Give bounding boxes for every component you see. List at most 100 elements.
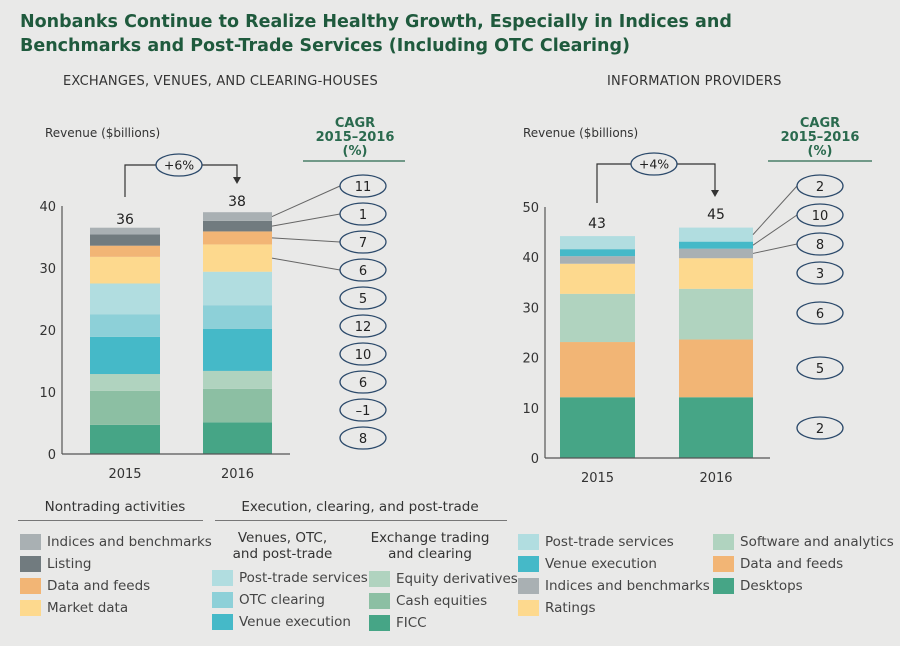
cagr-connector — [752, 214, 798, 246]
cagr-badge — [339, 258, 387, 282]
bar-segment-market-data-2015 — [90, 256, 160, 284]
cagr-connector — [271, 213, 341, 227]
legend-label: OTC clearing — [239, 592, 325, 608]
cagr-connector — [271, 257, 341, 271]
cagr-header: 2015–2016 — [781, 130, 860, 145]
legend-label: Software and analytics — [740, 534, 894, 550]
legend-swatch — [518, 600, 539, 616]
legend-swatch — [518, 534, 539, 550]
cagr-badge — [796, 203, 844, 227]
cagr-header: CAGR — [800, 116, 840, 131]
x-tick-label: 2016 — [699, 471, 732, 486]
cagr-value: 1 — [359, 208, 367, 223]
legend-swatch — [212, 614, 233, 630]
bar-segment-data-and-feeds-2015 — [560, 342, 635, 398]
bar-segment-listing-2016 — [203, 220, 272, 232]
y-tick-label: 10 — [522, 402, 539, 417]
cagr-value: 2 — [816, 422, 824, 437]
y-tick-label: 20 — [522, 352, 539, 367]
cagr-value: 10 — [355, 348, 372, 363]
legend-swatch — [369, 593, 390, 609]
cagr-badge — [796, 416, 844, 440]
legend-label: Listing — [47, 556, 92, 572]
legend-label: Data and feeds — [740, 556, 844, 572]
legend-group-execution: Execution, clearing, and post-trade — [241, 499, 479, 515]
cagr-value: 6 — [816, 307, 824, 322]
cagr-header: CAGR — [335, 116, 375, 131]
cagr-connector — [752, 185, 798, 235]
bar-segment-data-and-feeds-2016 — [679, 339, 753, 398]
right-chart-title: INFORMATION PROVIDERS — [607, 74, 782, 89]
cagr-badge — [339, 174, 387, 198]
legend-label: Post-trade services — [239, 570, 368, 586]
cagr-header: (%) — [808, 144, 833, 159]
legend-label: Equity derivatives — [396, 571, 518, 587]
y-axis-label: Revenue ($billions) — [523, 126, 638, 140]
legend-info-col2: Software and analytics Data and feeds Desk… — [713, 531, 894, 597]
legend-item: Post-trade services — [212, 567, 368, 589]
legend-item: Ratings — [518, 597, 710, 619]
y-tick-label: 30 — [39, 262, 56, 277]
bar-segment-software-and-analytics-2016 — [679, 288, 753, 340]
cagr-badge — [796, 356, 844, 380]
bar-segment-listing-2015 — [90, 234, 160, 246]
legend-venues: Post-trade services OTC clearing Venue exe… — [212, 567, 368, 633]
bar-segment-indices-and-benchmarks-2015 — [560, 256, 635, 264]
legend-item: Equity derivatives — [369, 568, 518, 590]
cagr-value: 6 — [359, 264, 367, 279]
cagr-value: 6 — [359, 376, 367, 391]
cagr-value: 5 — [816, 362, 824, 377]
cagr-badge — [339, 286, 387, 310]
bar-total-label: 45 — [707, 207, 725, 223]
growth-label: +6% — [164, 158, 194, 173]
legend-rule — [215, 520, 507, 521]
cagr-badge — [339, 370, 387, 394]
left-chart-title: EXCHANGES, VENUES, AND CLEARING-HOUSES — [63, 74, 378, 89]
legend-label: Data and feeds — [47, 578, 151, 594]
legend-nontrading: Indices and benchmarks Listing Data and fe… — [20, 531, 212, 619]
legend-item: Indices and benchmarks — [20, 531, 212, 553]
cagr-value: 3 — [816, 267, 824, 282]
y-tick-label: 50 — [522, 201, 539, 216]
legend-item: Desktops — [713, 575, 894, 597]
y-tick-label: 0 — [48, 448, 56, 463]
bar-segment-cash-equities-2015 — [90, 390, 160, 425]
growth-badge — [155, 153, 203, 177]
cagr-value: 12 — [355, 320, 372, 335]
bar-total-label: 38 — [228, 194, 246, 210]
cagr-badge — [796, 174, 844, 198]
legend-label: Cash equities — [396, 593, 488, 609]
cagr-header: (%) — [343, 144, 368, 159]
cagr-badge — [796, 232, 844, 256]
bar-segment-equity-derivatives-2016 — [203, 370, 272, 389]
legend-swatch — [20, 578, 41, 594]
legend-swatch — [212, 592, 233, 608]
bar-segment-ficc-2016 — [203, 422, 272, 454]
legend-label: Indices and benchmarks — [545, 578, 710, 594]
cagr-connector — [271, 185, 341, 217]
legend-info-col1: Post-trade services Venue execution Indice… — [518, 531, 710, 619]
legend-swatch — [713, 578, 734, 594]
legend-label: Ratings — [545, 600, 596, 616]
y-tick-label: 30 — [522, 301, 539, 316]
legend-item: Venue execution — [518, 553, 710, 575]
bar-segment-indices-and-benchmarks-2016 — [203, 212, 272, 221]
cagr-badge — [796, 301, 844, 325]
legend-group-nontrading: Nontrading activities — [44, 499, 186, 515]
bar-segment-venue-execution-2016 — [679, 241, 753, 249]
bar-segment-post-trade-services-2015 — [90, 283, 160, 315]
legend-label: Indices and benchmarks — [47, 534, 212, 550]
legend-item: Software and analytics — [713, 531, 894, 553]
bar-segment-venue-execution-2015 — [560, 249, 635, 257]
legend-rule — [18, 520, 203, 521]
bar-segment-market-data-2016 — [203, 244, 272, 272]
legend-label: Venue execution — [545, 556, 657, 572]
legend-swatch — [713, 534, 734, 550]
bar-segment-cash-equities-2016 — [203, 388, 272, 423]
legend-item: Cash equities — [369, 590, 518, 612]
cagr-badge — [339, 202, 387, 226]
bar-segment-equity-derivatives-2015 — [90, 374, 160, 391]
legend-sub-venues: Venues, OTC, and post-trade — [232, 530, 333, 562]
x-tick-label: 2015 — [108, 467, 141, 482]
